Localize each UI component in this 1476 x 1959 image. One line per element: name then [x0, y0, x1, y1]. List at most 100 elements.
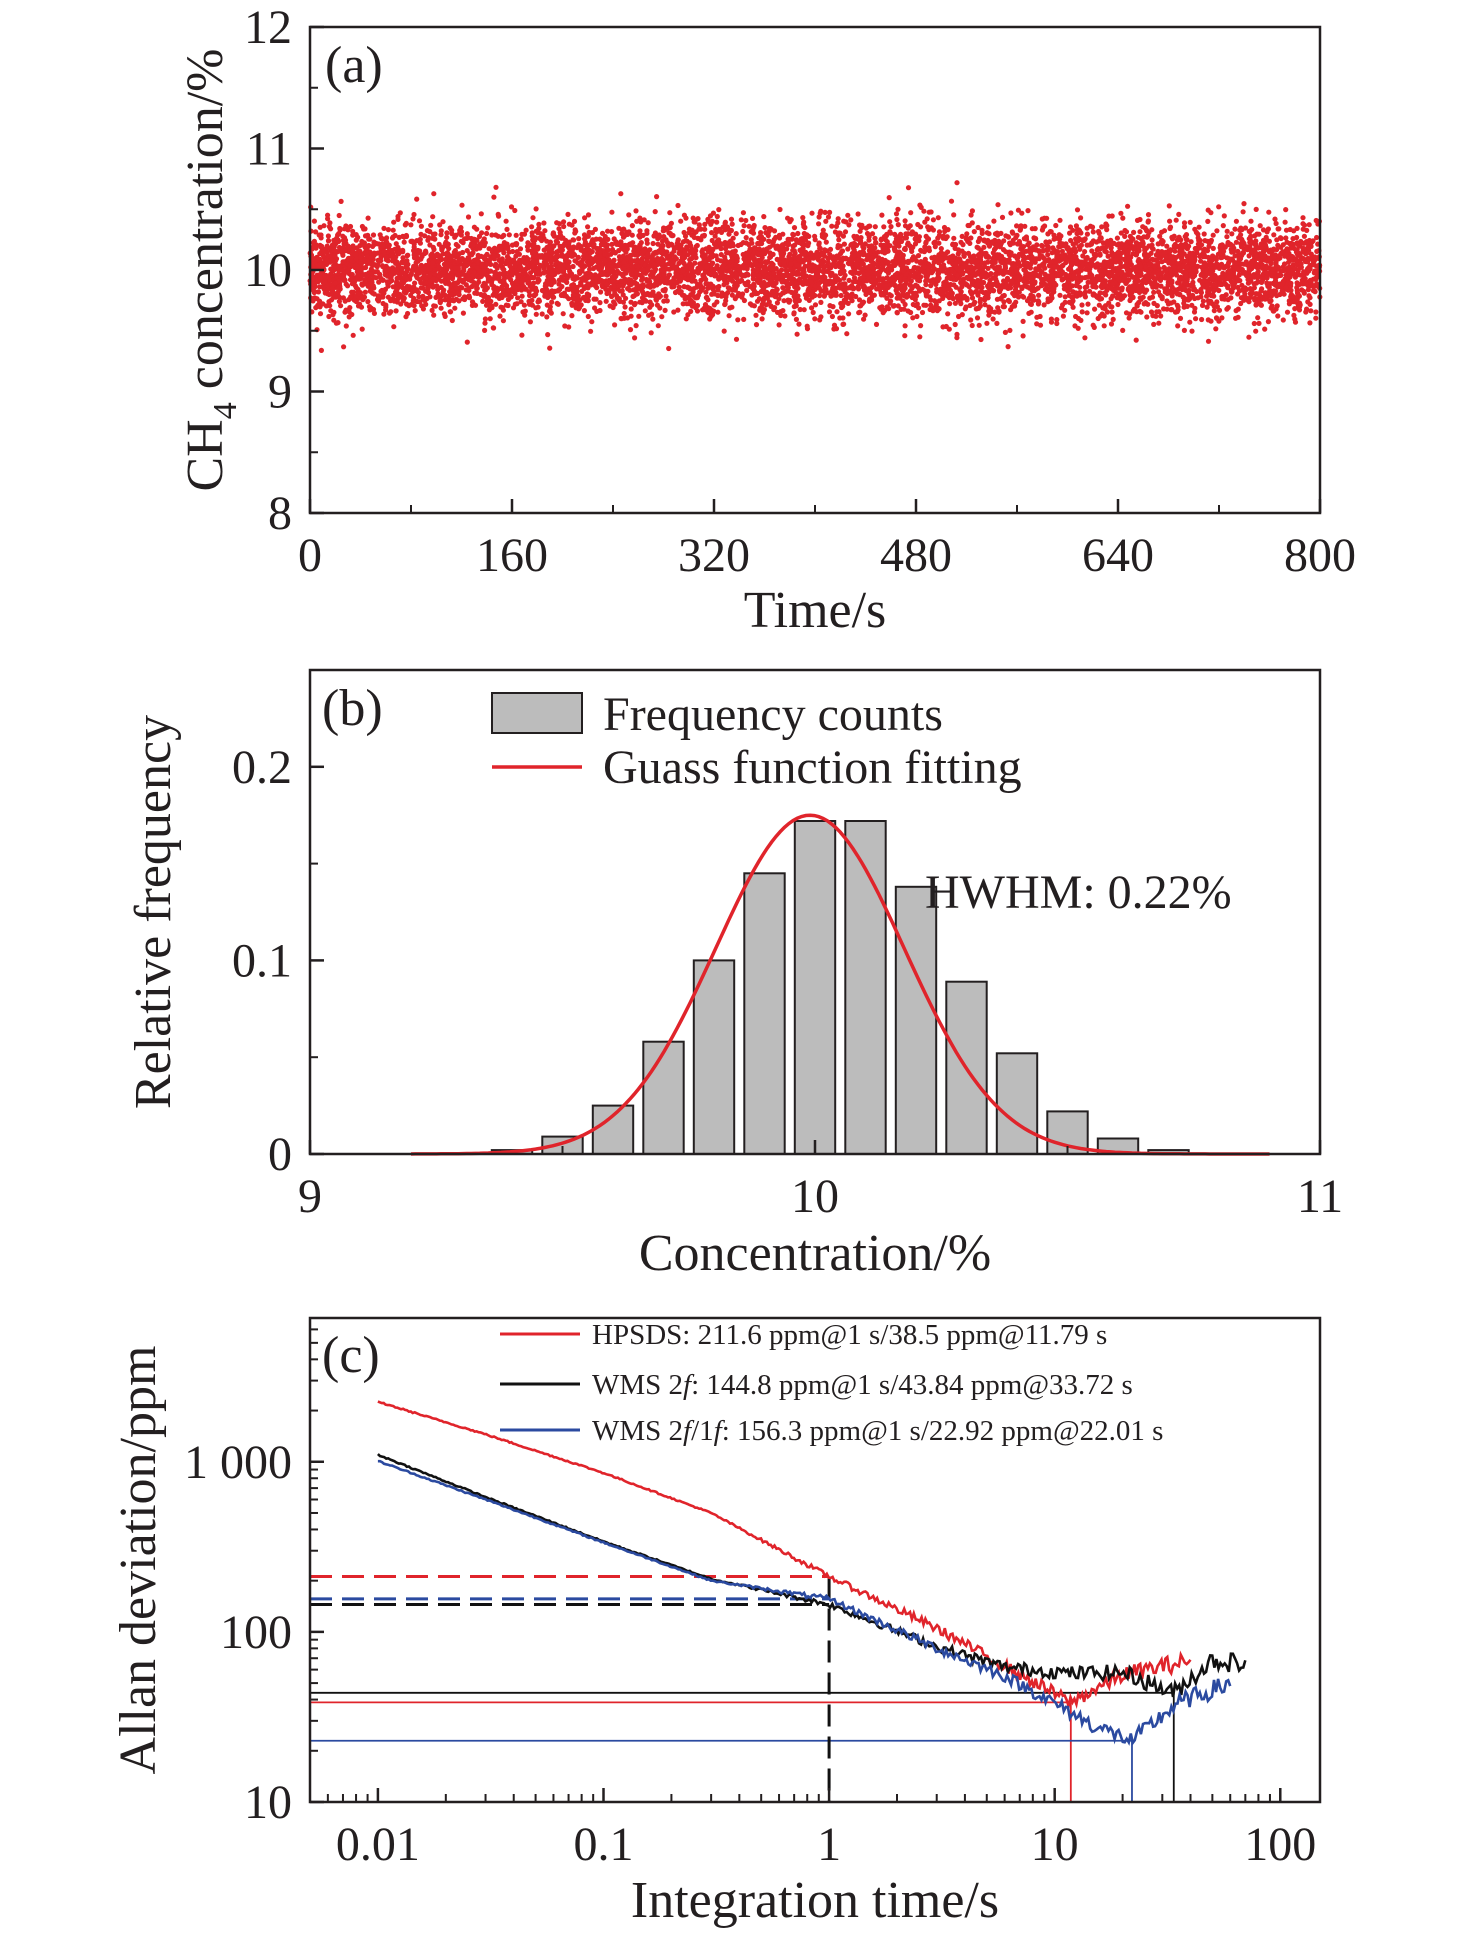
- data-point: [928, 283, 934, 289]
- data-point: [692, 260, 698, 266]
- data-point: [846, 261, 852, 267]
- data-point: [1312, 288, 1318, 294]
- data-point: [1120, 327, 1126, 333]
- data-point: [1214, 228, 1220, 234]
- data-point: [490, 325, 496, 331]
- data-point: [851, 247, 857, 253]
- data-point: [743, 235, 749, 241]
- data-point: [1048, 316, 1054, 322]
- data-point: [1174, 309, 1180, 315]
- data-point: [416, 218, 423, 224]
- data-point: [851, 275, 858, 281]
- data-point: [458, 232, 464, 238]
- data-point: [1039, 227, 1045, 233]
- data-point: [779, 279, 785, 285]
- data-point: [971, 229, 977, 235]
- data-point: [598, 289, 604, 295]
- data-point: [926, 227, 932, 233]
- data-point: [883, 290, 889, 296]
- data-point: [376, 279, 382, 285]
- data-point: [998, 230, 1004, 236]
- data-point: [1140, 294, 1146, 300]
- data-point: [1001, 299, 1007, 305]
- data-point: [1082, 249, 1088, 255]
- data-point: [1024, 298, 1031, 304]
- data-point: [696, 222, 702, 228]
- data-point: [857, 228, 863, 234]
- data-point: [513, 232, 519, 238]
- data-point: [982, 238, 988, 244]
- data-point: [894, 309, 900, 316]
- data-point: [533, 206, 539, 212]
- data-point: [370, 262, 376, 268]
- data-point: [1039, 242, 1045, 249]
- data-point: [1248, 218, 1254, 224]
- data-point: [453, 232, 459, 238]
- data-point: [1290, 262, 1296, 268]
- data-point: [1110, 293, 1116, 299]
- data-point: [620, 283, 626, 289]
- data-point: [628, 306, 634, 312]
- data-point: [633, 208, 639, 214]
- data-point: [377, 232, 383, 238]
- data-point: [633, 323, 639, 329]
- data-point: [1119, 241, 1125, 247]
- data-point: [410, 239, 416, 245]
- data-point: [441, 311, 447, 317]
- data-point: [1284, 309, 1291, 315]
- data-point: [693, 244, 699, 250]
- data-point: [1159, 241, 1165, 247]
- data-point: [380, 300, 386, 307]
- data-point: [393, 308, 399, 314]
- data-point: [741, 297, 748, 304]
- data-point: [1087, 288, 1093, 294]
- data-point: [585, 224, 591, 230]
- data-point: [714, 299, 720, 305]
- data-point: [812, 316, 818, 322]
- data-point: [1213, 326, 1219, 332]
- data-point: [383, 307, 389, 313]
- data-point: [364, 245, 370, 251]
- data-point: [365, 215, 371, 221]
- data-point: [1313, 270, 1319, 276]
- data-point: [349, 311, 355, 318]
- data-point: [846, 277, 852, 283]
- data-point: [1205, 338, 1212, 344]
- data-point: [1157, 292, 1163, 299]
- data-point: [1301, 240, 1307, 246]
- data-point: [1193, 316, 1199, 322]
- data-point: [659, 314, 665, 320]
- data-point: [1300, 221, 1306, 227]
- data-point: [603, 298, 609, 304]
- data-point: [947, 301, 953, 307]
- data-point: [733, 231, 739, 237]
- data-point: [676, 250, 683, 256]
- data-point: [1055, 249, 1061, 255]
- data-point: [958, 239, 964, 245]
- data-point: [952, 321, 958, 328]
- data-point: [1096, 302, 1102, 308]
- data-point: [480, 298, 486, 304]
- data-point: [472, 302, 479, 308]
- data-point: [1208, 210, 1214, 216]
- data-point: [408, 222, 414, 228]
- data-point: [437, 298, 443, 304]
- data-point: [1258, 260, 1264, 266]
- data-point: [1057, 292, 1063, 298]
- data-point: [335, 320, 341, 326]
- data-point: [918, 323, 924, 329]
- data-point: [952, 300, 959, 306]
- data-point: [866, 223, 872, 229]
- data-point: [1164, 243, 1170, 249]
- data-point: [414, 298, 420, 305]
- data-point: [503, 218, 509, 224]
- data-point: [1097, 251, 1103, 257]
- data-point: [587, 266, 593, 272]
- data-point: [887, 219, 893, 225]
- data-point: [639, 277, 645, 283]
- data-point: [1271, 232, 1277, 238]
- data-point: [749, 215, 756, 221]
- data-point: [1014, 223, 1020, 229]
- data-point: [566, 324, 572, 330]
- data-point: [735, 293, 741, 299]
